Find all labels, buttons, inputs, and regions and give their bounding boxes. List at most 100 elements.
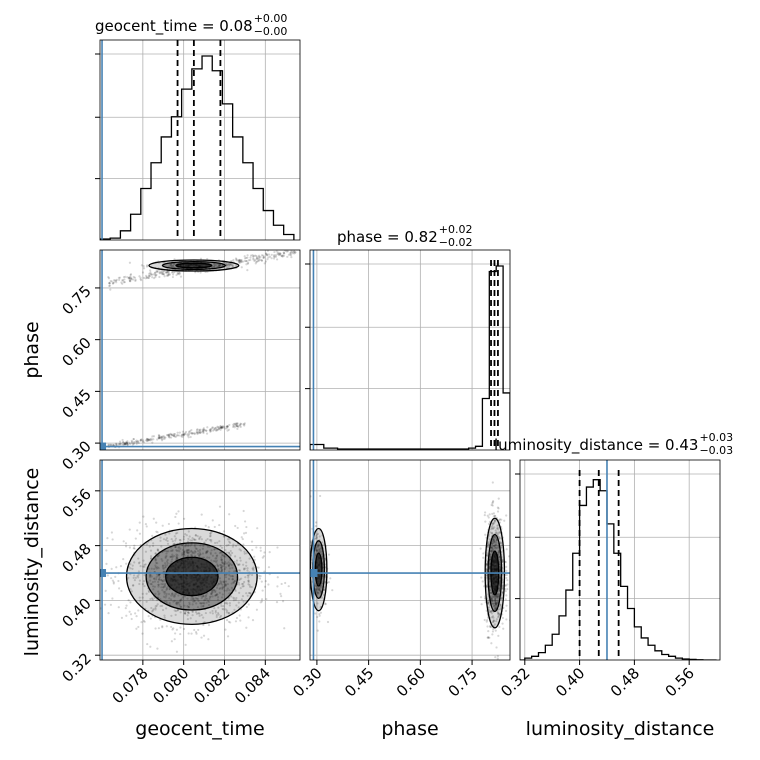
sample-point xyxy=(153,580,156,583)
sample-point xyxy=(492,500,495,503)
sample-point xyxy=(123,278,126,281)
sample-point xyxy=(150,575,153,578)
sample-point xyxy=(243,550,246,553)
sample-point xyxy=(226,582,229,586)
sample-point xyxy=(495,605,498,608)
sample-point xyxy=(492,538,495,541)
sample-point xyxy=(162,590,165,594)
sample-point xyxy=(494,515,497,518)
sample-point xyxy=(148,275,151,278)
sample-point xyxy=(226,264,229,267)
sample-point xyxy=(485,554,489,557)
sample-point xyxy=(489,549,493,553)
sample-point xyxy=(497,592,500,596)
sample-point xyxy=(161,272,164,276)
sample-point xyxy=(281,255,284,258)
hist-line xyxy=(520,479,717,660)
sample-point xyxy=(223,535,226,538)
sample-point xyxy=(197,612,200,615)
sample-point xyxy=(151,544,155,548)
sample-point xyxy=(498,625,501,628)
sample-point xyxy=(497,597,500,600)
sample-point xyxy=(160,271,163,275)
sample-point xyxy=(238,578,242,581)
sample-point xyxy=(132,437,135,441)
sample-point xyxy=(224,584,227,587)
sample-point xyxy=(142,439,145,442)
sample-point xyxy=(319,586,323,589)
sample-point xyxy=(496,533,499,536)
sample-point xyxy=(228,589,231,592)
sample-point xyxy=(493,623,496,626)
sample-point xyxy=(169,555,172,559)
sample-point xyxy=(157,437,161,440)
sample-point xyxy=(247,616,250,619)
sample-point xyxy=(153,567,156,571)
sample-point xyxy=(228,601,231,605)
sample-point xyxy=(199,601,202,605)
sample-point xyxy=(186,605,189,608)
sample-point xyxy=(148,438,151,441)
sample-point xyxy=(221,561,224,564)
panel-frame xyxy=(99,249,301,451)
title-minus-error: −0.02 xyxy=(439,236,473,249)
sample-point xyxy=(234,555,237,558)
sample-point xyxy=(157,436,160,439)
sample-point xyxy=(124,542,128,545)
sample-point xyxy=(163,616,166,619)
sample-point xyxy=(495,539,498,542)
sample-point xyxy=(216,598,220,601)
sample-point xyxy=(227,543,230,547)
sample-point xyxy=(163,275,166,278)
sample-point xyxy=(153,271,157,274)
sample-point xyxy=(231,264,234,267)
sample-point xyxy=(224,628,227,631)
xtick-label-luminosity_distance: 0.48 xyxy=(607,664,643,700)
sample-point xyxy=(232,581,235,585)
sample-point xyxy=(205,551,208,554)
sample-point xyxy=(183,550,186,553)
sample-point xyxy=(152,435,156,438)
sample-point xyxy=(263,551,266,554)
sample-point xyxy=(186,433,189,436)
sample-point xyxy=(156,574,159,577)
sample-point xyxy=(202,594,205,597)
sample-point xyxy=(262,254,265,257)
sample-point xyxy=(220,425,224,428)
sample-point xyxy=(270,253,273,256)
sample-point xyxy=(289,253,292,256)
sample-point xyxy=(239,556,242,559)
sample-point xyxy=(163,437,166,441)
sample-point xyxy=(160,557,163,561)
sample-point xyxy=(323,587,326,590)
sample-point xyxy=(215,556,218,559)
sample-point xyxy=(110,567,113,570)
sample-point xyxy=(487,602,490,605)
sample-point xyxy=(316,615,319,619)
sample-point xyxy=(492,540,495,543)
sample-point xyxy=(492,619,495,622)
sample-point xyxy=(495,543,498,546)
sample-point xyxy=(206,545,210,548)
sample-point xyxy=(214,594,218,597)
sample-point xyxy=(205,550,208,553)
sample-point xyxy=(219,587,222,590)
sample-point xyxy=(216,265,219,268)
sample-point xyxy=(497,588,500,592)
sample-point xyxy=(318,587,321,590)
sample-point xyxy=(316,544,319,547)
sample-point xyxy=(489,552,492,556)
sample-point xyxy=(189,539,192,542)
sample-point xyxy=(491,597,494,600)
sample-point xyxy=(495,620,498,623)
sample-point xyxy=(221,561,224,564)
sample-point xyxy=(181,553,184,557)
sample-point xyxy=(129,613,133,616)
sample-point xyxy=(174,539,177,542)
sample-point xyxy=(493,595,496,599)
sample-point xyxy=(182,551,186,554)
sample-point xyxy=(203,602,206,605)
sample-point xyxy=(195,547,198,551)
sample-point xyxy=(139,439,142,442)
